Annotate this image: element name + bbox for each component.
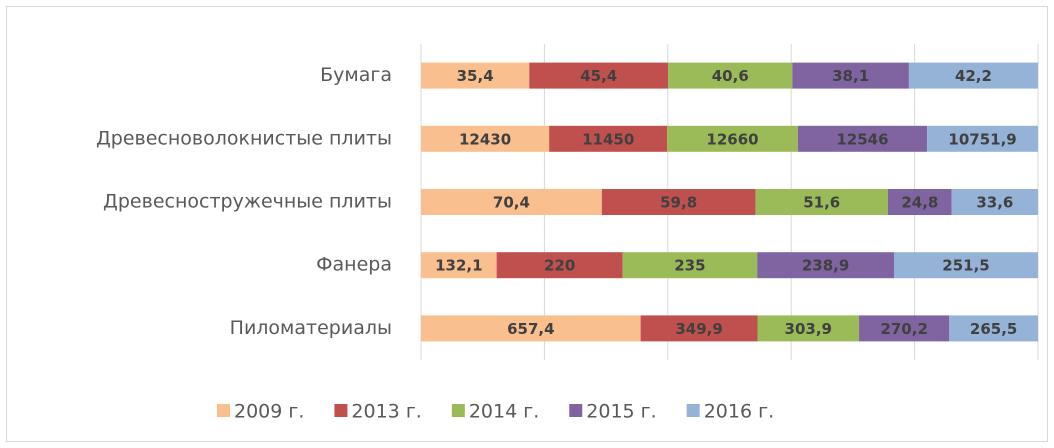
data-label: 657,4 [507, 320, 554, 338]
legend-label: 2013 г. [351, 401, 421, 423]
data-label: 38,1 [832, 67, 869, 85]
legend-label: 2016 г. [704, 401, 774, 423]
bar-segment [529, 62, 669, 89]
data-label: 10751,9 [948, 130, 1016, 148]
legend-swatch [686, 404, 700, 417]
legend-swatch [334, 404, 348, 417]
data-label: 303,9 [785, 320, 832, 338]
bar-segment [893, 252, 1038, 279]
data-label: 220 [544, 257, 575, 275]
category-label: Фанера [316, 254, 392, 276]
bar-segment [859, 315, 950, 342]
legend-swatch [569, 404, 583, 417]
bar-segment [927, 125, 1038, 152]
bar-segment [421, 62, 530, 89]
data-label: 238,9 [802, 257, 849, 275]
bar-segment [622, 252, 758, 279]
legend-swatch [451, 404, 465, 417]
category-label: Древесностружечные плиты [103, 191, 392, 213]
bar-segment [421, 125, 550, 152]
bar-segment [601, 189, 756, 215]
data-label: 33,6 [976, 194, 1013, 212]
bar-segment [887, 189, 952, 215]
bar-segment [421, 252, 497, 279]
bar-segment [755, 189, 888, 215]
data-label: 235 [674, 257, 705, 275]
bar-segment [421, 189, 602, 215]
bar-segment [667, 125, 798, 152]
bar-segment [757, 315, 860, 342]
bar-segment [496, 252, 623, 279]
data-label: 35,4 [457, 67, 494, 85]
legend-label: 2014 г. [469, 401, 539, 423]
legend-label: 2009 г. [234, 401, 304, 423]
category-label: Древесноволокнистые плиты [96, 127, 392, 149]
data-label: 265,5 [970, 320, 1017, 338]
data-label: 349,9 [675, 320, 722, 338]
data-label: 42,2 [955, 67, 992, 85]
legend-label: 2015 г. [586, 401, 656, 423]
data-label: 12660 [706, 130, 758, 148]
data-label: 12430 [459, 130, 511, 148]
data-label: 251,5 [942, 257, 989, 275]
data-label: 132,1 [435, 257, 482, 275]
data-label: 11450 [582, 130, 634, 148]
bar-segment [421, 315, 641, 342]
bar-segment [668, 62, 793, 89]
data-label: 45,4 [580, 67, 617, 85]
data-label: 24,8 [901, 194, 938, 212]
data-label: 40,6 [712, 67, 749, 85]
legend-swatch [217, 404, 230, 417]
bar-segment [949, 315, 1038, 342]
data-label: 270,2 [880, 320, 927, 338]
data-label: 59,8 [660, 194, 697, 212]
data-label: 51,6 [803, 194, 840, 212]
bar-segment [792, 62, 909, 89]
bar-segment [951, 189, 1038, 215]
data-label: 70,4 [493, 194, 530, 212]
bar-segment [757, 252, 894, 279]
bar-segment [640, 315, 758, 342]
data-label: 12546 [836, 130, 888, 148]
bar-segment [549, 125, 668, 152]
category-label: Пиломатериалы [230, 317, 392, 339]
category-label: Бумага [320, 64, 392, 86]
bar-segment [908, 62, 1038, 89]
bar-segment [797, 125, 928, 152]
